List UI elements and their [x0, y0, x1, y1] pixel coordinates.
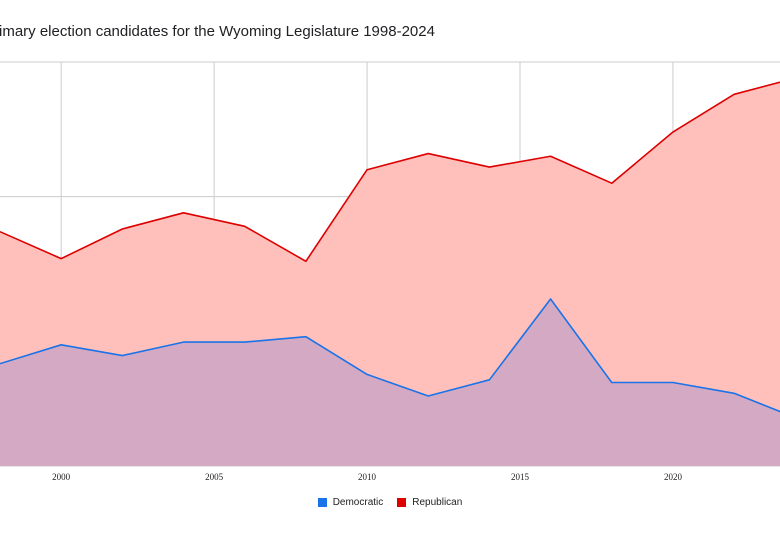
- x-tick-label-2020: 2020: [664, 472, 683, 482]
- x-tick-label-2010: 2010: [358, 472, 377, 482]
- x-tick-label-2000: 2000: [52, 472, 71, 482]
- series-line-republican: [0, 81, 780, 263]
- area-democratic: [0, 299, 780, 466]
- legend-swatch-democratic: [317, 498, 327, 507]
- legend-item-democratic: Democratic: [317, 497, 384, 508]
- legend-label-democratic: Democratic: [332, 497, 384, 508]
- chart-title: Primary election candidates for the Wyom…: [0, 23, 435, 40]
- legend: Democratic Republican: [0, 497, 780, 508]
- x-tick-label-2005: 2005: [205, 472, 224, 482]
- area-layer: [0, 82, 780, 466]
- series-line-democratic: [0, 298, 780, 413]
- x-tick-label-2015: 2015: [511, 472, 530, 482]
- legend-label-republican: Republican: [412, 497, 463, 508]
- line-layer: [0, 81, 780, 413]
- legend-swatch-republican: [397, 498, 407, 507]
- x-axis: 2000 2005 2010 2015 2020: [52, 472, 682, 482]
- legend-item-republican: Republican: [397, 497, 462, 508]
